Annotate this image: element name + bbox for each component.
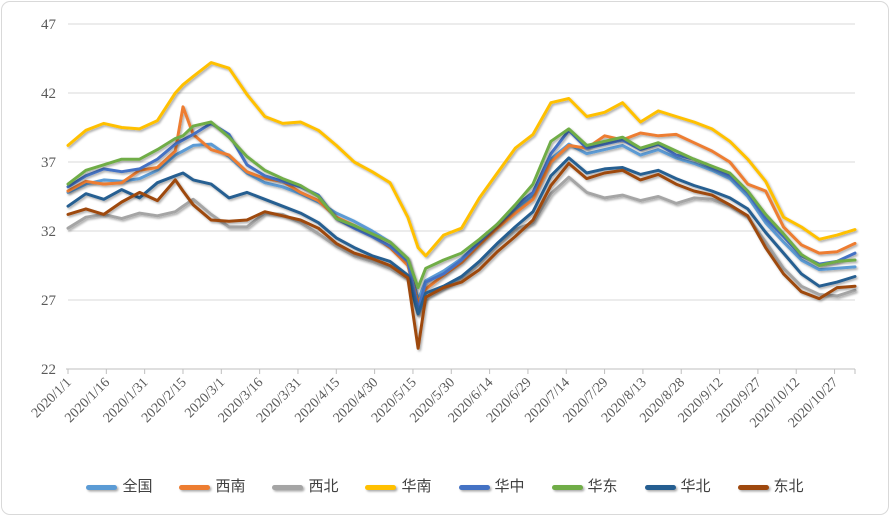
legend-swatch-huazhong [458,484,490,490]
y-tick-label: 22 [41,362,56,378]
chart-legend: 全国 西南 西北 华南 华中 华东 华北 东北 [0,466,890,508]
legend-label-huabei: 华北 [680,478,711,495]
x-axis-tick-labels: 2020/1/12020/1/162020/1/312020/2/152020/… [29,375,841,431]
legend-label-xibei: 西北 [308,478,339,495]
legend-label-quanguo: 全国 [122,478,153,495]
legend-label-dongbei: 东北 [773,478,804,495]
y-tick-label: 47 [41,17,57,33]
legend-item-dongbei: 东北 [737,478,804,495]
y-tick-label: 42 [41,86,56,102]
legend-item-xinan: 西南 [179,478,246,495]
gridlines [68,23,855,301]
legend-swatch-xibei [272,484,304,490]
series-line-dongbei [66,161,857,350]
legend-item-huabei: 华北 [644,478,711,495]
legend-item-huanan: 华南 [365,478,432,495]
legend-label-xinan: 西南 [215,478,246,495]
legend-label-huazhong: 华中 [494,478,525,495]
legend-label-huadong: 华东 [587,478,618,495]
y-tick-label: 37 [41,155,57,171]
y-tick-label: 32 [41,224,56,240]
legend-item-quanguo: 全国 [86,478,153,495]
x-axis [66,368,856,374]
series-line-huazhong [66,121,857,312]
line-chart: 22 27 32 37 42 47 2020/1/12020/1/162020/1/312… [29,17,857,431]
y-tick-label: 27 [41,293,57,309]
y-axis-tick-labels: 22 27 32 37 42 47 [41,17,57,378]
legend-swatch-quanguo [86,484,118,490]
legend-swatch-huanan [365,484,397,490]
legend-swatch-dongbei [737,484,769,490]
legend-item-xibei: 西北 [272,478,339,495]
series-line-huanan [66,61,857,258]
series-line-huadong [66,120,857,290]
series-lines [66,61,857,350]
legend-label-huanan: 华南 [401,478,432,495]
legend-swatch-huadong [551,484,583,490]
legend-swatch-huabei [644,484,676,490]
legend-item-huazhong: 华中 [458,478,525,495]
series-line-quanguo [66,142,857,302]
legend-item-huadong: 华东 [551,478,618,495]
legend-swatch-xinan [179,484,211,490]
series-line-xibei [66,175,857,317]
